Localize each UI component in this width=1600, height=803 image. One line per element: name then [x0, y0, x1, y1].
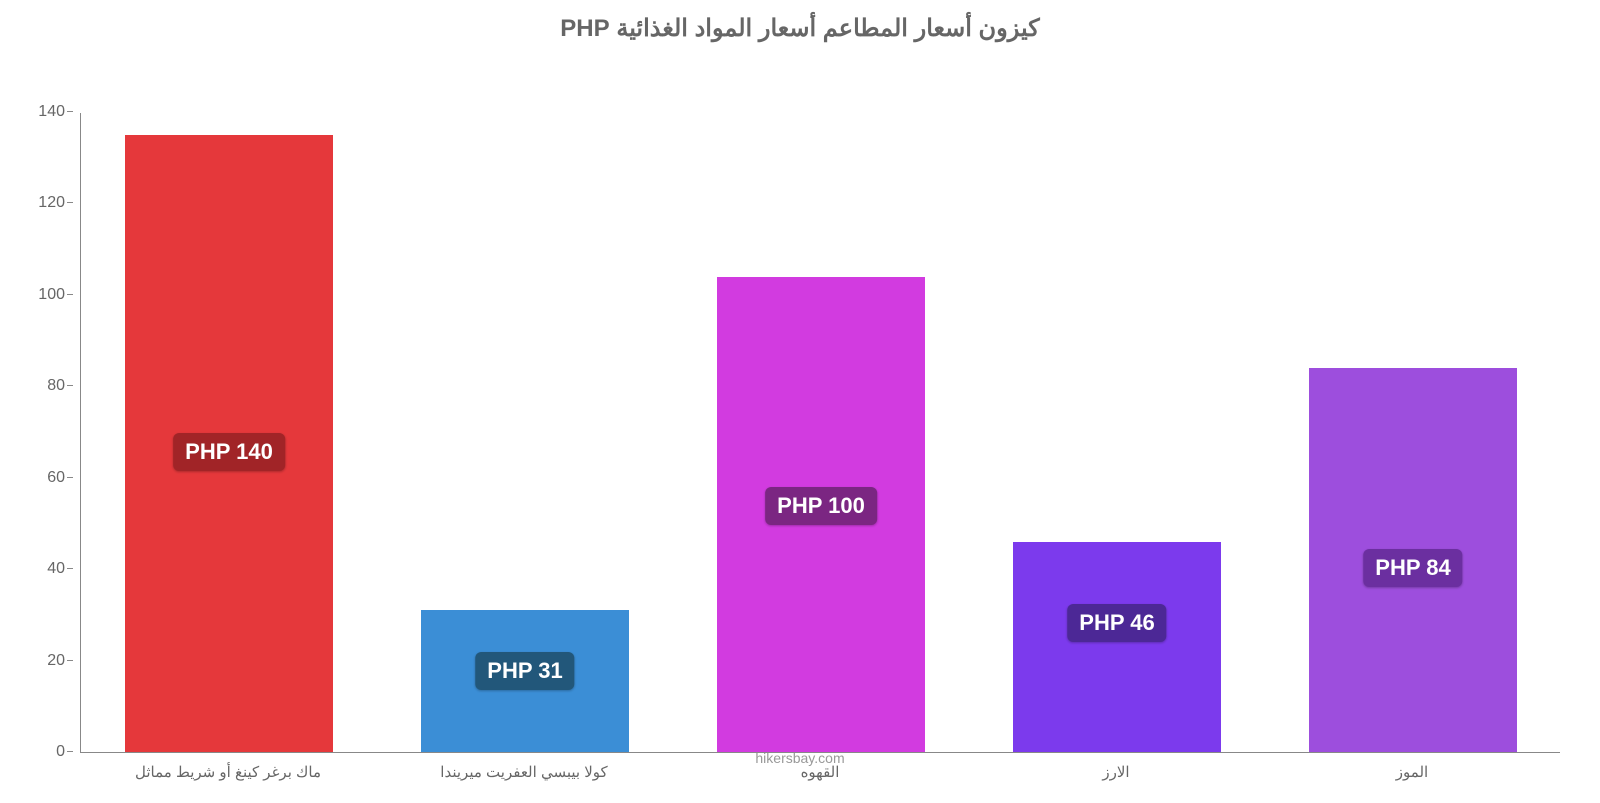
- bar-value-badge: PHP 46: [1067, 604, 1166, 642]
- bar: [1013, 542, 1220, 752]
- plot-area: 020406080100120140 PHP 140PHP 31PHP 100P…: [80, 113, 1560, 753]
- y-tick-mark: [67, 111, 73, 112]
- bar-value-badge: PHP 84: [1363, 549, 1462, 587]
- bar-value-badge: PHP 31: [475, 652, 574, 690]
- bar-value-badge: PHP 100: [765, 487, 877, 525]
- y-tick-label: 120: [15, 194, 65, 212]
- bars-container: PHP 140 PHP 31 PHP 100 PHP 46 PHP 84: [81, 113, 1560, 752]
- y-tick-mark: [67, 385, 73, 386]
- y-tick-mark: [67, 202, 73, 203]
- y-tick-mark: [67, 568, 73, 569]
- y-tick-label: 140: [15, 103, 65, 121]
- y-tick-label: 40: [15, 560, 65, 578]
- y-tick-label: 60: [15, 469, 65, 487]
- y-tick-mark: [67, 477, 73, 478]
- y-tick-mark: [67, 660, 73, 661]
- y-tick-label: 80: [15, 377, 65, 395]
- y-tick-label: 100: [15, 286, 65, 304]
- chart-title: كيزون أسعار المطاعم أسعار المواد الغذائي…: [0, 0, 1600, 43]
- bar-value-badge: PHP 140: [173, 433, 285, 471]
- y-tick-label: 20: [15, 652, 65, 670]
- y-tick-mark: [67, 294, 73, 295]
- footer-credit: hikersbay.com: [0, 750, 1600, 766]
- chart-wrap: 020406080100120140 PHP 140PHP 31PHP 100P…: [0, 43, 1600, 803]
